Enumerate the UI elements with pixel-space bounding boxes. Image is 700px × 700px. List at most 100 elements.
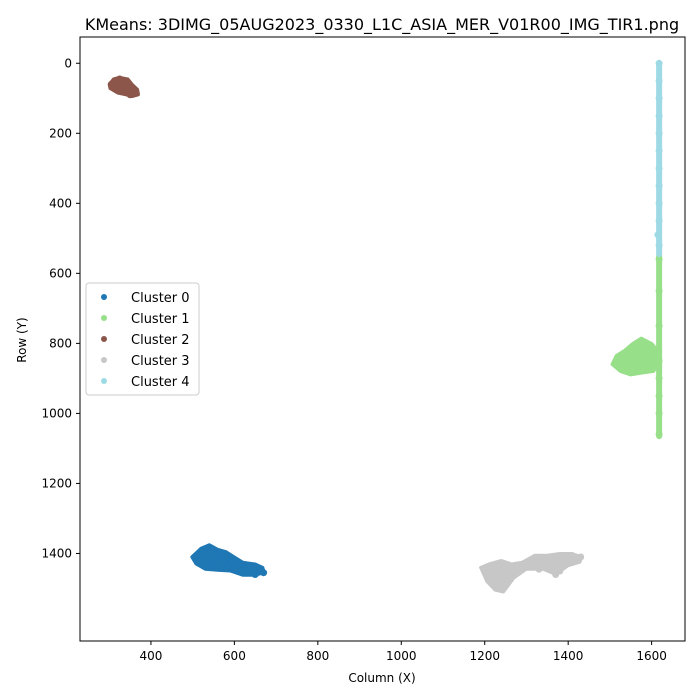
data-point [629, 367, 637, 375]
x-tick-label: 600 [223, 649, 246, 663]
legend-marker [101, 315, 107, 321]
data-point [552, 571, 560, 578]
x-tick-label: 1600 [636, 649, 667, 663]
data-point [655, 392, 663, 400]
legend-label: Cluster 3 [131, 354, 190, 369]
data-point [646, 364, 653, 372]
plot-area [79, 36, 686, 642]
data-point [207, 555, 215, 563]
series-1 [610, 252, 663, 440]
data-point [655, 164, 663, 172]
data-point [237, 567, 245, 575]
data-point [631, 346, 639, 354]
y-tick-label: 1200 [41, 476, 72, 490]
data-point [245, 562, 253, 570]
legend-label: Cluster 0 [131, 291, 190, 306]
data-point [641, 343, 649, 351]
data-point [655, 182, 663, 190]
plot-frame [79, 36, 686, 642]
data-point [655, 59, 663, 67]
x-tick-label: 400 [139, 649, 162, 663]
data-point [251, 571, 259, 578]
data-point [489, 571, 497, 578]
y-tick-label: 1000 [41, 406, 72, 420]
data-point [502, 574, 510, 582]
x-axis: 400 600 800 1000 1200 1400 1600 [139, 641, 667, 663]
data-point [495, 585, 503, 592]
data-point [655, 94, 663, 102]
series-2 [107, 75, 140, 99]
data-point [114, 86, 122, 93]
y-axis-label: Row (Y) [15, 317, 29, 362]
data-point [228, 558, 236, 566]
legend: Cluster 0 Cluster 1 Cluster 2 Cluster 3 Clus… [85, 282, 200, 396]
legend-label: Cluster 4 [131, 375, 190, 390]
data-point [623, 364, 631, 372]
data-point [560, 560, 568, 568]
data-point [637, 357, 645, 365]
y-tick-label: 400 [49, 196, 72, 210]
data-point [568, 558, 576, 566]
data-point [614, 357, 622, 365]
data-point [193, 557, 201, 564]
data-point [655, 199, 663, 207]
data-point [635, 339, 643, 347]
legend-label: Cluster 2 [131, 333, 190, 348]
data-point [655, 322, 663, 330]
data-point [212, 564, 220, 571]
series-0 [190, 543, 268, 578]
data-point [655, 77, 663, 85]
y-tick-label: 600 [49, 266, 72, 280]
legend-marker [101, 336, 107, 342]
data-point [655, 430, 663, 438]
data-point [197, 548, 205, 556]
data-point [654, 231, 662, 239]
legend-marker [101, 357, 107, 363]
data-point [655, 287, 663, 295]
data-point [235, 560, 243, 568]
data-point [648, 350, 656, 358]
data-point [130, 87, 138, 95]
x-tick-label: 1200 [469, 649, 500, 663]
data-point [639, 352, 647, 360]
data-point [627, 355, 635, 363]
data-point [203, 546, 211, 554]
legend-marker [101, 378, 107, 384]
data-point [220, 557, 228, 564]
data-point [260, 569, 268, 577]
legend-box [85, 282, 200, 396]
y-tick-label: 800 [49, 336, 72, 350]
legend-label: Cluster 1 [131, 312, 190, 327]
x-tick-label: 1400 [553, 649, 584, 663]
data-point [577, 553, 585, 561]
y-tick-label: 1400 [41, 546, 72, 560]
data-point [485, 564, 493, 571]
data-point [531, 557, 539, 564]
legend-marker [101, 294, 107, 300]
data-point [514, 564, 522, 571]
y-axis: 0 200 400 600 800 1000 1200 1400 [41, 56, 80, 560]
data-point [199, 553, 207, 561]
data-point [655, 255, 663, 263]
data-point [655, 112, 663, 120]
data-point [655, 129, 663, 137]
data-point [655, 147, 663, 155]
data-point [655, 241, 663, 249]
data-point [118, 80, 126, 88]
data-point [548, 564, 555, 571]
data-point [508, 567, 516, 575]
data-point [216, 551, 224, 559]
data-point [655, 374, 663, 382]
data-point [522, 560, 530, 568]
data-point [201, 562, 209, 570]
data-point [655, 409, 663, 417]
y-tick-label: 0 [64, 56, 72, 70]
data-point [655, 217, 663, 225]
x-tick-label: 1000 [386, 649, 417, 663]
data-point [535, 565, 543, 573]
x-axis-label: Column (X) [348, 671, 415, 685]
data-point [224, 564, 232, 571]
chart-title: KMeans: 3DIMG_05AUG2023_0330_L1C_ASIA_ME… [85, 15, 679, 35]
